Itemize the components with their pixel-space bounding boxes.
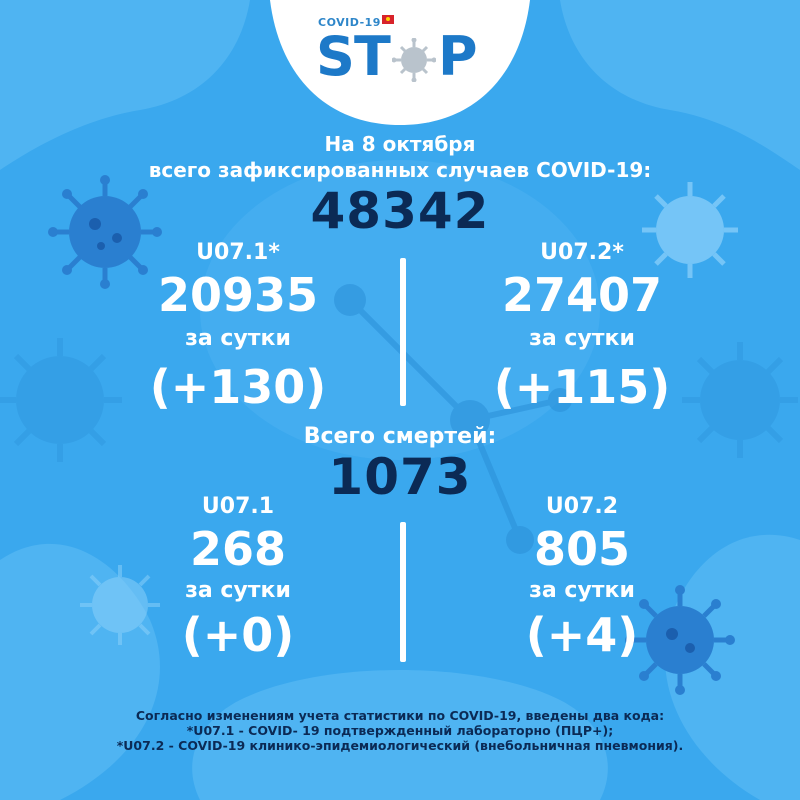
logo-letter-t: T xyxy=(354,25,391,88)
virus-icon xyxy=(80,565,160,645)
logo-covid-label: COVID-19 xyxy=(318,16,381,29)
deaths-left-code: U07.1 xyxy=(201,494,275,519)
date-line: На 8 октября xyxy=(324,132,476,156)
cases-right-per-day-label: за сутки xyxy=(529,326,635,351)
stop-logo: S T P xyxy=(316,26,488,88)
cases-left-code: U07.1* xyxy=(196,240,280,265)
cases-right-delta: (+115) xyxy=(493,360,671,414)
virus-icon xyxy=(392,38,436,82)
deaths-left-total: 268 xyxy=(189,522,287,576)
deaths-left-delta: (+0) xyxy=(181,608,295,662)
cases-left-delta: (+130) xyxy=(149,360,327,414)
footer-note-line1: Согласно изменениям учета статистики по … xyxy=(135,708,665,723)
cases-right-code: U07.2* xyxy=(540,240,624,265)
deaths-label: Всего смертей: xyxy=(303,424,497,449)
deaths-total-value: 1073 xyxy=(328,448,472,506)
footer-note-line2: *U07.1 - COVID- 19 подтвержденный лабора… xyxy=(186,723,614,738)
virus-icon xyxy=(642,182,738,278)
deaths-right-per-day-label: за сутки xyxy=(529,578,635,603)
deaths-right-total: 805 xyxy=(533,522,631,576)
cases-left-per-day-label: за сутки xyxy=(185,326,291,351)
footer-note-line3: *U07.2 - COVID-19 клинико-эпидемиологиче… xyxy=(116,738,684,753)
deaths-divider xyxy=(400,522,406,662)
virus-icon xyxy=(0,338,122,462)
cases-right-total: 27407 xyxy=(501,268,663,322)
cases-left-total: 20935 xyxy=(157,268,319,322)
flag-icon xyxy=(382,15,394,24)
virus-icon xyxy=(48,175,162,289)
deaths-right-delta: (+4) xyxy=(525,608,639,662)
virus-icon xyxy=(625,585,735,695)
molecule-icon xyxy=(334,284,572,554)
deaths-right-code: U07.2 xyxy=(545,494,619,519)
total-cases-subtitle: всего зафиксированных случаев COVID-19: xyxy=(148,158,652,182)
total-cases-value: 48342 xyxy=(310,182,490,240)
deaths-left-per-day-label: за сутки xyxy=(185,578,291,603)
cases-divider xyxy=(400,258,406,406)
logo-dome xyxy=(270,0,530,125)
logo-letter-p: P xyxy=(438,25,478,88)
virus-icon xyxy=(682,342,798,458)
logo-letter-s: S xyxy=(316,25,355,88)
